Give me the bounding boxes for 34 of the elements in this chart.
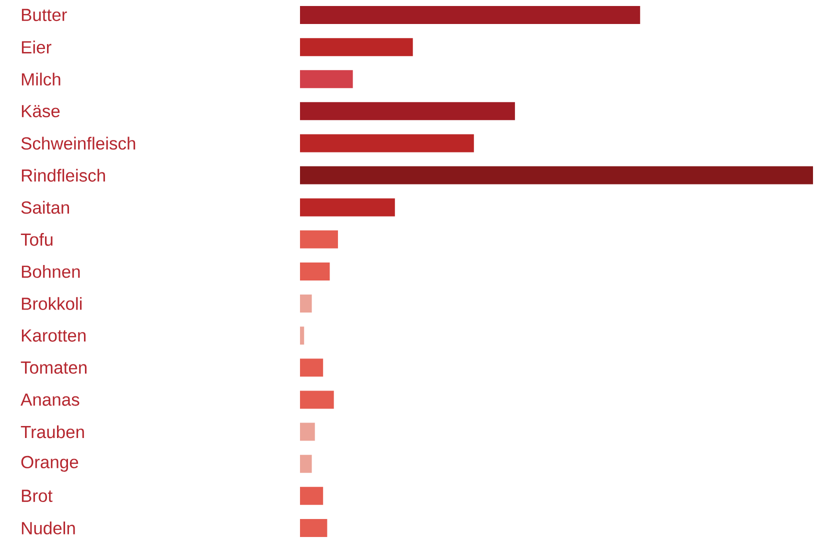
y-tick-label: Ananas xyxy=(20,394,80,406)
bar xyxy=(300,6,640,24)
bar xyxy=(300,294,312,313)
bar xyxy=(300,390,334,409)
bar xyxy=(300,358,324,377)
y-tick-label: Brokkoli xyxy=(22,297,82,310)
y-tick-label: Butter xyxy=(22,8,67,22)
bar xyxy=(300,326,304,345)
y-tick-label: Orange xyxy=(21,456,78,472)
bar xyxy=(300,38,413,56)
bar xyxy=(300,486,324,505)
bar xyxy=(300,422,315,441)
y-tick-label: Milch xyxy=(22,72,60,86)
y-tick-label: Käse xyxy=(22,105,60,118)
y-tick-label: Saitan xyxy=(21,200,69,214)
bar xyxy=(300,518,328,537)
y-tick-label: Trauben xyxy=(20,425,84,438)
y-tick-label: Tofu xyxy=(20,233,52,246)
y-tick-label: Brot xyxy=(22,490,52,502)
bar xyxy=(300,70,353,88)
bar xyxy=(300,166,814,184)
y-tick-label: Bohnen xyxy=(22,265,80,278)
y-tick-label: Nudeln xyxy=(22,522,75,534)
bar xyxy=(300,102,515,120)
y-tick-label: Karotten xyxy=(22,329,86,342)
bar xyxy=(300,134,474,152)
bar xyxy=(300,230,338,248)
y-tick-label: Schweinfleisch xyxy=(21,136,136,150)
bar xyxy=(300,454,312,473)
y-tick-label: Eier xyxy=(22,40,52,54)
bar xyxy=(300,262,330,280)
bar xyxy=(300,198,395,216)
y-tick-label: Rindfleisch xyxy=(22,168,105,182)
y-tick-label: Tomaten xyxy=(20,362,87,374)
